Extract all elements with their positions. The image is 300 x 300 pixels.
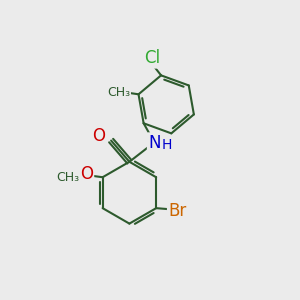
Text: O: O (80, 165, 93, 183)
Text: Cl: Cl (144, 49, 160, 67)
Text: Br: Br (168, 202, 187, 220)
Text: O: O (92, 127, 105, 145)
Text: CH₃: CH₃ (107, 86, 130, 99)
Text: CH₃: CH₃ (57, 171, 80, 184)
Text: H: H (162, 138, 172, 152)
Text: N: N (148, 134, 161, 152)
